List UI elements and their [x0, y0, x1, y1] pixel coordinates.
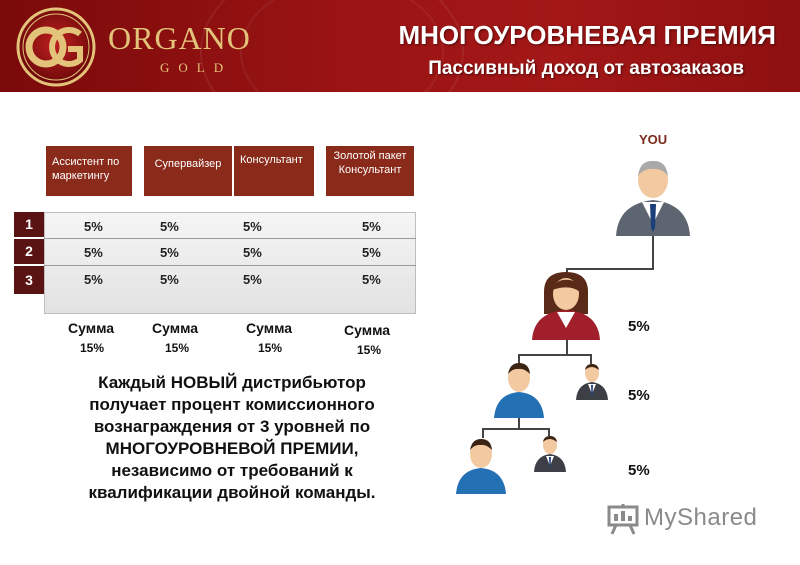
- you-person-icon: [616, 160, 690, 236]
- table-cell: 5%: [243, 245, 262, 260]
- tree-connector: [518, 354, 592, 356]
- table-divider: [44, 265, 416, 266]
- level1-person-icon: [532, 272, 600, 340]
- total-label: Сумма: [68, 320, 115, 336]
- tree-connector: [590, 354, 592, 364]
- tree-connector: [482, 428, 550, 430]
- column-header-supervisor: Супервайзер: [144, 146, 232, 196]
- level3-small-person-icon: [534, 436, 566, 472]
- total-value: 15%: [258, 341, 283, 355]
- level2-person-icon: [494, 363, 544, 418]
- header-swirl-decoration: [200, 0, 464, 92]
- total-value: 15%: [165, 341, 190, 355]
- tree-root-label: YOU: [639, 132, 668, 147]
- total-label: Сумма: [246, 320, 293, 336]
- level3-person-icon: [456, 439, 506, 494]
- level-badge-1: 1: [14, 212, 44, 237]
- level-badge-3: 3: [14, 266, 44, 294]
- description-part1: Каждый: [98, 373, 171, 392]
- tree-connector: [566, 268, 568, 276]
- tree-connector: [548, 428, 550, 436]
- watermark-text: MyShared: [644, 504, 758, 531]
- table-cell: 5%: [160, 219, 179, 234]
- table-cell: 5%: [84, 219, 103, 234]
- level-badge-2: 2: [14, 239, 44, 264]
- organo-logo-icon: [16, 7, 96, 87]
- level-percent-1: 5%: [628, 318, 650, 335]
- table-cell: 5%: [84, 245, 103, 260]
- page-title: МНОГОУРОВНЕВАЯ ПРЕМИЯ: [398, 20, 777, 50]
- tree-connector: [518, 354, 520, 364]
- brand-subname: GOLD: [160, 60, 233, 75]
- total-label: Сумма: [152, 320, 199, 336]
- column-header-gold-consultant: Золотой пакет Консультант: [326, 146, 414, 196]
- table-cell: 5%: [84, 272, 103, 287]
- description-emphasis: НОВЫЙ: [170, 373, 238, 392]
- table-cell: 5%: [243, 219, 262, 234]
- total-value: 15%: [357, 343, 382, 357]
- level2-small-person-icon: [576, 364, 608, 400]
- tree-connector: [566, 338, 568, 354]
- presentation-board-icon: [607, 504, 639, 535]
- commission-table: [44, 212, 416, 314]
- tree-connector: [482, 428, 484, 438]
- column-header-consultant: Консультант: [234, 146, 314, 196]
- description-part2: дистрибьютор получает процент комиссионн…: [88, 373, 376, 502]
- page-subtitle: Пассивный доход от автозаказов: [428, 58, 744, 79]
- description-text: Каждый НОВЫЙ дистрибьютор получает проце…: [62, 372, 402, 504]
- table-cell: 5%: [243, 272, 262, 287]
- tree-connector: [518, 414, 520, 428]
- total-label: Сумма: [344, 322, 391, 338]
- tree-connector: [652, 232, 654, 270]
- brand-name: ORGANO: [108, 20, 251, 56]
- table-cell: 5%: [362, 272, 381, 287]
- column-header-marketing-assistant: Ассистент по маркетингу: [46, 146, 132, 196]
- level-percent-2: 5%: [628, 387, 650, 404]
- level-percent-3: 5%: [628, 462, 650, 479]
- header-banner: ORGANO GOLD МНОГОУРОВНЕВАЯ ПРЕМИЯ Пассив…: [0, 0, 800, 92]
- table-divider: [44, 238, 416, 239]
- table-cell: 5%: [362, 219, 381, 234]
- total-value: 15%: [80, 341, 105, 355]
- header-swirl-decoration-inner: [240, 0, 444, 92]
- tree-connector: [566, 268, 654, 270]
- table-cell: 5%: [160, 272, 179, 287]
- table-cell: 5%: [362, 245, 381, 260]
- table-cell: 5%: [160, 245, 179, 260]
